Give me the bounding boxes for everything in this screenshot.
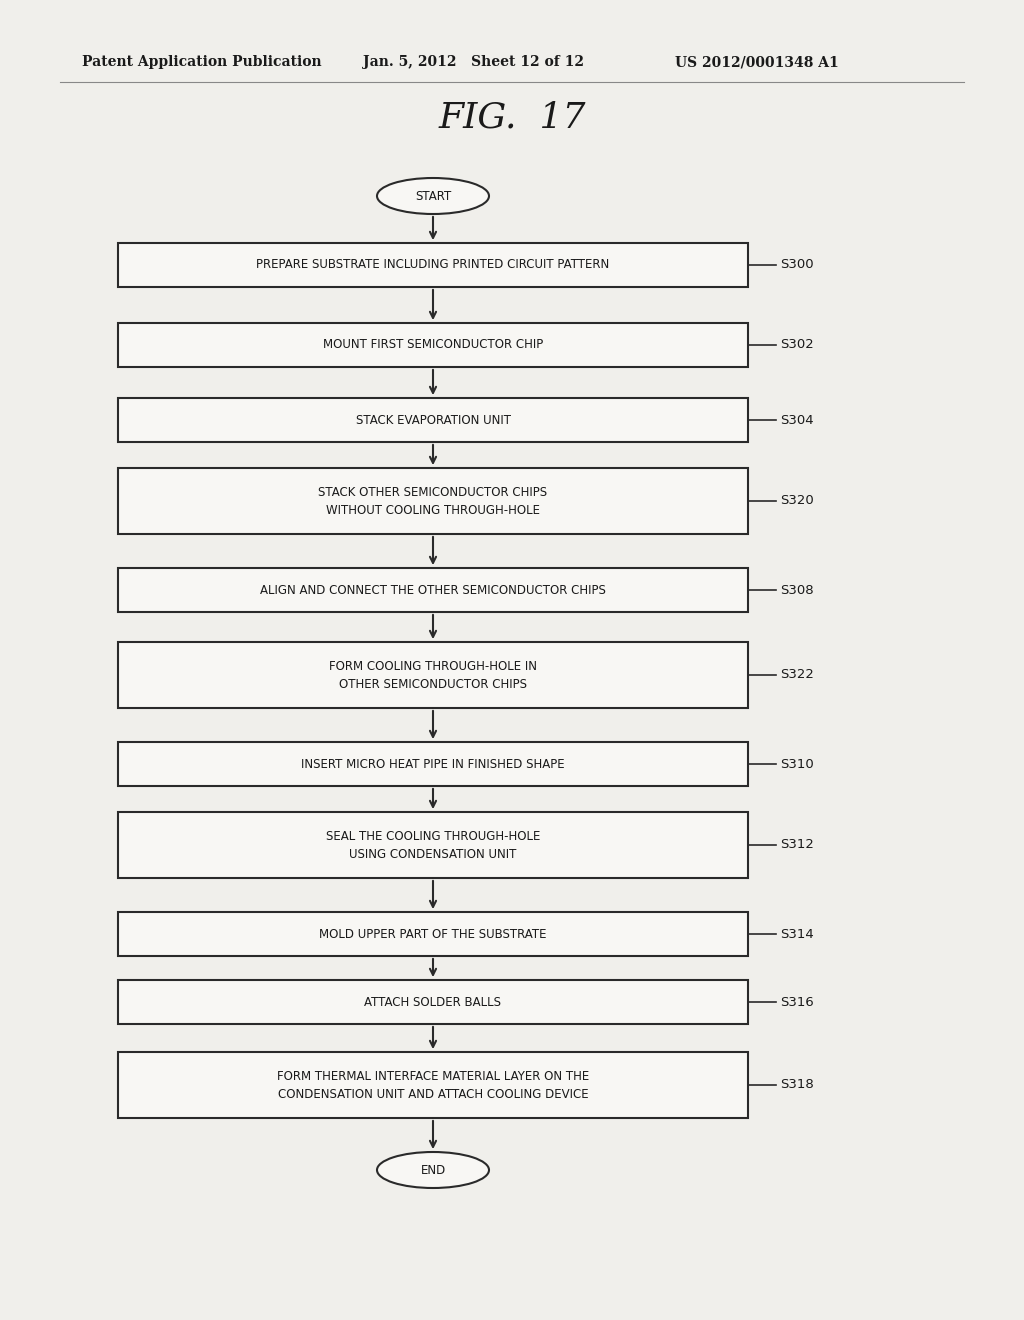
Text: S320: S320 (780, 495, 814, 507)
FancyBboxPatch shape (118, 912, 748, 956)
Text: SEAL THE COOLING THROUGH-HOLE
USING CONDENSATION UNIT: SEAL THE COOLING THROUGH-HOLE USING COND… (326, 829, 541, 861)
Text: STACK OTHER SEMICONDUCTOR CHIPS
WITHOUT COOLING THROUGH-HOLE: STACK OTHER SEMICONDUCTOR CHIPS WITHOUT … (318, 486, 548, 516)
FancyBboxPatch shape (118, 243, 748, 286)
Ellipse shape (377, 178, 489, 214)
Text: S316: S316 (780, 995, 814, 1008)
Text: S318: S318 (780, 1078, 814, 1092)
Text: FORM COOLING THROUGH-HOLE IN
OTHER SEMICONDUCTOR CHIPS: FORM COOLING THROUGH-HOLE IN OTHER SEMIC… (329, 660, 537, 690)
Text: PREPARE SUBSTRATE INCLUDING PRINTED CIRCUIT PATTERN: PREPARE SUBSTRATE INCLUDING PRINTED CIRC… (256, 259, 609, 272)
FancyBboxPatch shape (118, 642, 748, 708)
FancyBboxPatch shape (118, 323, 748, 367)
Text: END: END (421, 1163, 445, 1176)
Text: ATTACH SOLDER BALLS: ATTACH SOLDER BALLS (365, 995, 502, 1008)
Text: US 2012/0001348 A1: US 2012/0001348 A1 (675, 55, 839, 69)
FancyBboxPatch shape (118, 812, 748, 878)
Text: S312: S312 (780, 838, 814, 851)
Text: START: START (415, 190, 452, 202)
Ellipse shape (377, 1152, 489, 1188)
FancyBboxPatch shape (118, 742, 748, 785)
Text: S302: S302 (780, 338, 814, 351)
Text: Jan. 5, 2012   Sheet 12 of 12: Jan. 5, 2012 Sheet 12 of 12 (362, 55, 584, 69)
Text: FORM THERMAL INTERFACE MATERIAL LAYER ON THE
CONDENSATION UNIT AND ATTACH COOLIN: FORM THERMAL INTERFACE MATERIAL LAYER ON… (276, 1069, 589, 1101)
Text: ALIGN AND CONNECT THE OTHER SEMICONDUCTOR CHIPS: ALIGN AND CONNECT THE OTHER SEMICONDUCTO… (260, 583, 606, 597)
Text: S304: S304 (780, 413, 814, 426)
Text: S300: S300 (780, 259, 814, 272)
FancyBboxPatch shape (118, 568, 748, 612)
Text: Patent Application Publication: Patent Application Publication (82, 55, 322, 69)
FancyBboxPatch shape (118, 1052, 748, 1118)
Text: MOUNT FIRST SEMICONDUCTOR CHIP: MOUNT FIRST SEMICONDUCTOR CHIP (323, 338, 543, 351)
FancyBboxPatch shape (118, 979, 748, 1024)
Text: STACK EVAPORATION UNIT: STACK EVAPORATION UNIT (355, 413, 511, 426)
Text: S314: S314 (780, 928, 814, 940)
Text: INSERT MICRO HEAT PIPE IN FINISHED SHAPE: INSERT MICRO HEAT PIPE IN FINISHED SHAPE (301, 758, 565, 771)
FancyBboxPatch shape (118, 399, 748, 442)
Text: S310: S310 (780, 758, 814, 771)
Text: S322: S322 (780, 668, 814, 681)
Text: MOLD UPPER PART OF THE SUBSTRATE: MOLD UPPER PART OF THE SUBSTRATE (319, 928, 547, 940)
FancyBboxPatch shape (118, 469, 748, 535)
Text: S308: S308 (780, 583, 814, 597)
Text: FIG.  17: FIG. 17 (438, 102, 586, 135)
